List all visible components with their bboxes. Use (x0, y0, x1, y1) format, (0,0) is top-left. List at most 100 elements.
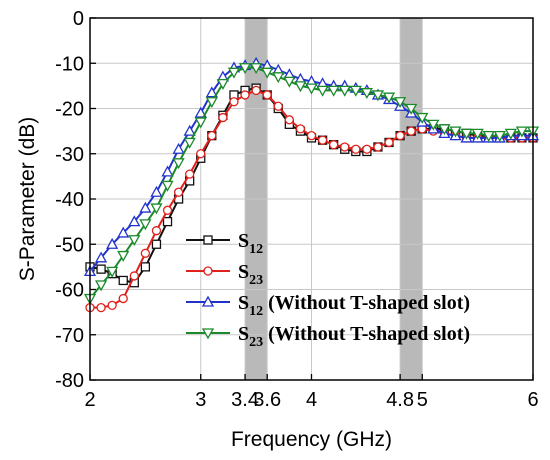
series-1-point-7 (162, 205, 173, 215)
series-3-point-18 (283, 76, 296, 88)
legend-item-1: S23 (186, 261, 263, 288)
series-3-point-21 (316, 85, 329, 97)
series-1-point-10 (196, 149, 206, 159)
legend-label-3: S23 (Without T-shaped slot) (238, 323, 470, 350)
legend-marker-3 (201, 328, 215, 340)
series-1-point-13 (229, 97, 239, 107)
series-0-point-1 (96, 264, 106, 274)
series-3-point-16 (261, 67, 274, 79)
series-1-point-23 (340, 142, 350, 152)
series-1-point-22 (328, 140, 339, 150)
series-1-point-21 (317, 135, 328, 145)
series-3-point-8 (172, 158, 185, 170)
series-3-point-24 (349, 85, 362, 97)
series-3-point-5 (139, 219, 152, 231)
series-3-point-27 (382, 92, 396, 104)
y-axis-label: S-Parameter (dB) (16, 117, 39, 282)
series-3-point-11 (205, 97, 218, 109)
series-1-point-1 (96, 302, 106, 313)
x-tick-label-7: 6 (527, 389, 538, 411)
series-3-point-34 (460, 128, 473, 140)
series-1-point-27 (384, 137, 394, 148)
legend-label-1: S23 (238, 261, 263, 288)
series-0-point-3 (118, 275, 128, 286)
series-3-point-1 (94, 280, 108, 292)
series-3-point-12 (216, 78, 230, 90)
x-tick-label-4: 4 (306, 389, 317, 411)
series-3-point-19 (294, 81, 307, 93)
series-3-point-9 (183, 137, 196, 149)
series-3-point-38 (504, 128, 517, 140)
series-1-point-18 (284, 115, 295, 125)
series-0-point-7 (162, 216, 173, 227)
series-1-point-11 (207, 130, 217, 141)
series-3 (83, 63, 540, 305)
legend-item-2: S12 (Without T-shaped slot) (186, 292, 470, 319)
series-1-point-5 (140, 248, 151, 258)
y-tick-label-7: -70 (55, 325, 84, 347)
axis-ticks: 2 3 3.43.6 4 4.8 5 6 0 -10 -20 -30 -40 -50 -60 -70 -80 (55, 8, 538, 411)
legend-marker-0 (203, 235, 213, 245)
series-1-point-26 (373, 142, 383, 152)
series-3-point-23 (338, 85, 351, 97)
series-3-point-28 (393, 97, 407, 109)
series-3-point-39 (515, 126, 529, 138)
series-1-point-6 (151, 226, 162, 236)
series-2-point-9 (183, 124, 196, 136)
series-3-point-25 (360, 88, 373, 100)
x-tick-label-5: 4.8 (386, 389, 414, 411)
y-tick-label-8: -80 (55, 370, 84, 392)
series-1-point-16 (262, 90, 272, 100)
series-1-point-28 (395, 130, 405, 141)
series-3-point-3 (117, 250, 130, 262)
legend-marker-2 (201, 295, 215, 307)
legend-label-0: S12 (238, 230, 263, 257)
series-3-point-31 (427, 119, 440, 131)
series-2-point-1 (94, 251, 108, 263)
series-1-point-8 (173, 187, 184, 197)
series-3-point-30 (416, 112, 429, 124)
legend-marker-1 (203, 266, 213, 276)
series-3-point-10 (194, 117, 207, 129)
series-2-point-3 (117, 226, 130, 238)
y-tick-label-2: -20 (55, 99, 84, 121)
series-1-point-2 (107, 300, 117, 310)
series-1-point-29 (406, 126, 416, 136)
series-2-point-4 (128, 215, 141, 227)
legend-item-0: S12 (186, 230, 263, 257)
x-tick-label-2: 3.4 (231, 389, 259, 411)
series-1-point-9 (185, 169, 195, 179)
series-3-point-36 (482, 130, 495, 142)
y-tick-label-1: -10 (55, 53, 84, 75)
series-3-point-32 (438, 124, 451, 136)
x-tick-label-3: 3.6 (253, 389, 281, 411)
series-1-point-20 (306, 130, 317, 141)
series-1-point-4 (129, 271, 139, 281)
series-3-point-20 (305, 83, 318, 95)
legend-item-3: S23 (Without T-shaped slot) (186, 323, 470, 350)
series-3-point-14 (238, 63, 252, 75)
series-0-point-6 (151, 239, 162, 249)
series-2-point-11 (205, 86, 218, 98)
legend-label-2: S12 (Without T-shaped slot) (238, 292, 470, 319)
series-1-point-15 (251, 85, 261, 96)
y-tick-label-4: -40 (55, 189, 84, 211)
y-tick-label-5: -50 (55, 234, 84, 256)
series-2-point-5 (139, 201, 152, 213)
x-tick-label-1: 3 (195, 389, 206, 411)
series-3-point-17 (272, 72, 285, 84)
x-axis-label: Frequency (GHz) (231, 428, 392, 451)
x-tick-label-6: 5 (417, 389, 428, 411)
series-2-point-10 (194, 106, 207, 118)
series-3-point-22 (327, 85, 340, 97)
series-3-point-7 (161, 180, 174, 192)
series-3-point-33 (449, 126, 462, 138)
series-2-point-2 (106, 237, 119, 249)
y-tick-label-0: 0 (73, 8, 84, 30)
series-3-point-6 (150, 203, 163, 215)
series-3-point-37 (493, 130, 506, 142)
series-3-point-26 (371, 90, 385, 102)
y-tick-label-6: -60 (55, 280, 84, 302)
series-1-point-14 (240, 90, 250, 100)
